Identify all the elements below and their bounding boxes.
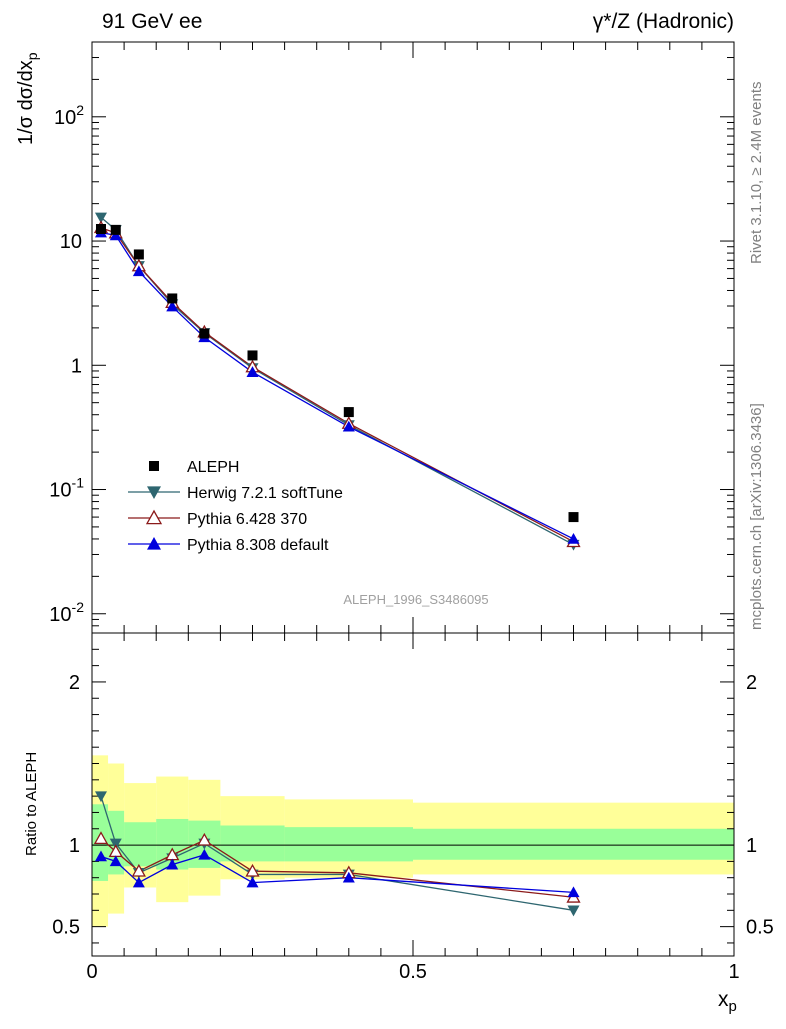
main-point-aleph bbox=[247, 350, 258, 361]
analysis-id-label: ALEPH_1996_S3486095 bbox=[343, 592, 488, 607]
main-point-aleph bbox=[343, 407, 354, 418]
legend-label: ALEPH bbox=[187, 459, 239, 476]
ratio-point-herwig bbox=[109, 838, 122, 850]
main-y-tick-label: 1 bbox=[71, 355, 82, 377]
ratio-point-herwig bbox=[94, 791, 107, 803]
legend-marker bbox=[149, 461, 159, 471]
main-y-axis-title: 1/σ dσ/dxp bbox=[15, 52, 40, 145]
main-y-tick-label: 10-2 bbox=[49, 599, 84, 626]
main-point-aleph bbox=[568, 512, 579, 523]
ratio-panel: 0 0.5 1 0.5 0.5 1 1 2 2 bbox=[52, 632, 774, 983]
legend: ALEPH Herwig 7.2.1 softTune Pythia 6.428 3… bbox=[128, 459, 343, 554]
main-point-pythia bbox=[342, 420, 355, 432]
main-series-line bbox=[100, 231, 574, 540]
ratio-point-pythia bbox=[109, 855, 122, 867]
main-point-aleph bbox=[133, 249, 144, 260]
mcplots-label: mcplots.cern.ch [arXiv:1306.3436] bbox=[748, 403, 765, 630]
ratio-y-tick-label-right: 0.5 bbox=[746, 917, 774, 939]
main-point-pythia bbox=[166, 300, 179, 312]
ratio-point-pythia bbox=[131, 863, 146, 877]
legend-label: Pythia 6.428 370 bbox=[187, 511, 307, 528]
ratio-point-pythia bbox=[245, 863, 260, 877]
x-tick-label: 0.5 bbox=[399, 961, 427, 983]
main-point-aleph bbox=[167, 293, 178, 304]
legend-marker bbox=[147, 537, 161, 550]
ratio-y-axis-title: Ratio to ALEPH bbox=[23, 752, 40, 856]
legend-label: Pythia 8.308 default bbox=[187, 537, 329, 554]
legend-marker bbox=[145, 509, 163, 525]
main-point-aleph bbox=[199, 328, 210, 339]
ratio-y-tick-label-left: 1 bbox=[69, 835, 80, 857]
main-y-tick-label: 10 bbox=[60, 231, 82, 253]
header-left-title: 91 GeV ee bbox=[102, 10, 202, 33]
ratio-point-pythia bbox=[567, 886, 580, 898]
ratio-point-pythia bbox=[197, 832, 212, 846]
legend-marker bbox=[147, 486, 161, 499]
x-tick-label: 0 bbox=[86, 961, 97, 983]
x-axis-title: xp bbox=[718, 988, 737, 1015]
legend-label: Herwig 7.2.1 softTune bbox=[187, 485, 343, 502]
ratio-band-green-bin bbox=[124, 822, 157, 867]
ratio-band-green-bin bbox=[413, 828, 734, 860]
ratio-point-herwig bbox=[567, 905, 580, 917]
ratio-y-tick-label-left: 0.5 bbox=[52, 917, 80, 939]
rivet-version-label: Rivet 3.1.10, ≥ 2.4M events bbox=[748, 82, 765, 265]
ratio-point-pythia bbox=[246, 876, 259, 888]
ratio-band-green-bin bbox=[220, 825, 285, 862]
x-tick-label: 1 bbox=[728, 961, 739, 983]
main-point-pythia bbox=[246, 366, 259, 377]
main-point-pythia bbox=[132, 265, 145, 277]
ratio-y-tick-label-right: 2 bbox=[746, 672, 757, 694]
header-right-title: γ*/Z (Hadronic) bbox=[593, 10, 734, 33]
main-point-herwig bbox=[94, 212, 107, 224]
ratio-point-pythia bbox=[93, 831, 109, 844]
ratio-point-pythia bbox=[166, 858, 179, 870]
ratio-band-green-bin bbox=[284, 827, 413, 862]
ratio-series-line bbox=[100, 795, 574, 911]
main-point-pythia bbox=[567, 532, 580, 544]
ratio-point-pythia bbox=[132, 876, 145, 888]
main-y-tick-label: 102 bbox=[54, 102, 84, 129]
ratio-point-pythia bbox=[94, 850, 107, 862]
main-panel: 10-2 10-1 1 10 102 bbox=[49, 41, 735, 634]
ratio-point-pythia bbox=[342, 871, 355, 883]
ratio-y-tick-label-right: 1 bbox=[746, 835, 757, 857]
main-y-tick-label: 10-1 bbox=[49, 475, 84, 502]
ratio-point-pythia bbox=[198, 848, 211, 860]
main-point-aleph bbox=[95, 223, 106, 234]
ratio-y-tick-label-left: 2 bbox=[69, 672, 80, 694]
main-point-aleph bbox=[110, 224, 121, 235]
